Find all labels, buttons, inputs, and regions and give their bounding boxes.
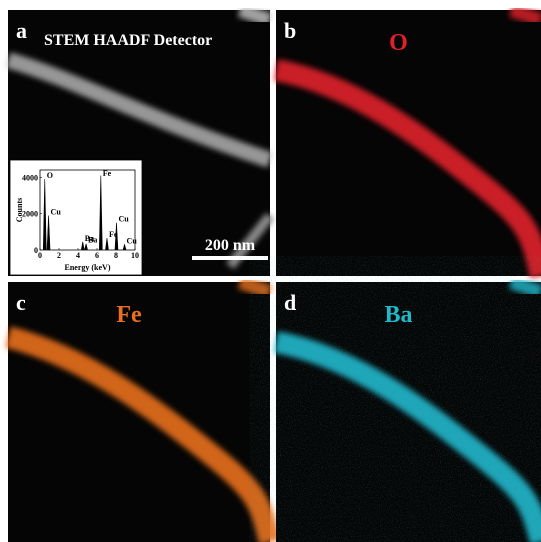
x-tick-label: 0: [38, 251, 42, 260]
x-tick-label: 8: [114, 251, 118, 260]
peak-label: Cu: [51, 207, 62, 216]
panel-title: STEM HAADF Detector: [44, 32, 212, 49]
fiber: [240, 282, 270, 292]
scale-bar-label: 200 nm: [205, 237, 256, 254]
panel-letter: b: [284, 18, 296, 43]
peak-label: O: [47, 171, 53, 180]
panel-letter: c: [16, 290, 26, 315]
panel-title: Ba: [384, 302, 412, 328]
panel-background: [276, 10, 541, 276]
x-tick-label: 10: [131, 251, 139, 260]
panel-letter: a: [16, 18, 27, 43]
y-tick-label: 0: [34, 246, 38, 255]
panel-title: Fe: [116, 302, 142, 328]
panel: c Fe: [8, 282, 270, 542]
panel-letter: d: [284, 290, 296, 315]
peak-label: Cu: [127, 237, 138, 246]
fiber: [511, 282, 541, 292]
x-axis-label: Energy (keV): [65, 263, 111, 272]
peak-label: Cu: [118, 215, 129, 224]
x-tick-label: 2: [57, 251, 61, 260]
x-tick-label: 6: [95, 251, 99, 260]
panel: d Ba: [276, 282, 541, 542]
fiber: [240, 10, 270, 20]
panel-title: O: [389, 30, 408, 56]
figure: aSTEM HAADF Detector200 nmbOcFedBa024681…: [0, 0, 541, 542]
y-tick-label: 2000: [22, 210, 38, 219]
peak-label: Ba: [88, 236, 97, 245]
fiber: [511, 10, 541, 20]
peak-label: Fe: [103, 169, 112, 178]
y-axis-label: Counts: [15, 198, 24, 222]
scale-bar: [192, 256, 268, 260]
x-tick-label: 4: [76, 251, 80, 260]
y-tick-label: 4000: [22, 173, 38, 182]
